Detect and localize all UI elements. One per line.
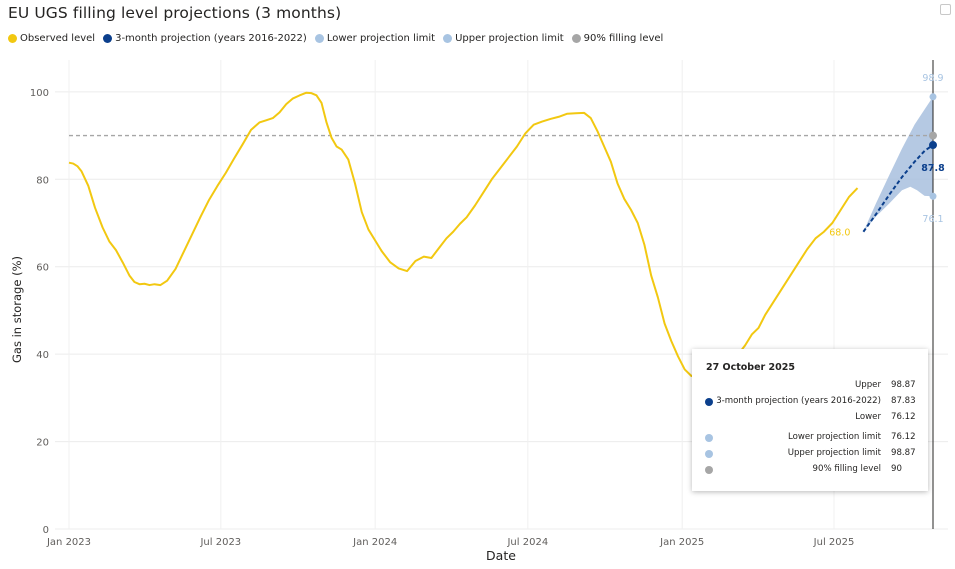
y-tick-label: 40: [36, 350, 49, 361]
tooltip-row: Upper projection limit 98.87: [692, 448, 928, 460]
legend-item[interactable]: 3-month projection (years 2016-2022): [103, 33, 307, 44]
tooltip-row: 3-month projection (years 2016-2022) 87.8…: [692, 396, 928, 408]
data-label: 87.8: [921, 163, 945, 174]
legend-item[interactable]: 90% filling level: [571, 33, 664, 44]
tooltip-label: Upper: [854, 380, 881, 390]
tooltip-value: 98.87: [891, 380, 916, 390]
tooltip-row: Lower projection limit 76.12: [692, 432, 928, 444]
x-axis-title: Date: [486, 548, 516, 563]
x-tick-label: Jan 2025: [659, 537, 704, 548]
tooltip-label: Lower: [855, 412, 881, 422]
tooltip-value: 76.12: [891, 412, 916, 422]
tooltip-label: Lower projection limit: [787, 432, 881, 442]
tooltip-marker-icon: [705, 434, 713, 442]
tooltip-row: Lower 76.12: [692, 412, 928, 424]
y-tick-label: 80: [36, 175, 49, 186]
tooltip-marker-icon: [705, 398, 713, 406]
tooltip-value: 98.87: [891, 448, 916, 458]
legend-label: 3-month projection (years 2016-2022): [115, 33, 307, 44]
y-tick-label: 0: [43, 525, 49, 536]
y-tick-label: 20: [36, 438, 49, 449]
tooltip-marker-icon: [705, 450, 713, 458]
legend-item[interactable]: Observed level: [8, 33, 95, 44]
data-label: 76.1: [922, 214, 943, 225]
y-tick-label: 60: [36, 263, 49, 274]
tooltip-value: 76.12: [891, 432, 916, 442]
legend-marker-icon: [443, 34, 453, 43]
y-tick-label: 100: [30, 88, 49, 99]
legend-label: Lower projection limit: [326, 33, 436, 44]
tooltip-row: Upper 98.87: [692, 380, 928, 392]
projection-line: [862, 144, 934, 233]
x-tick-label: Jan 2023: [46, 537, 91, 548]
chart-tooltip: 27 October 2025 Upper 98.87 3-month projec…: [692, 349, 928, 491]
tooltip-value: 87.83: [891, 396, 916, 406]
tooltip-label: 3-month projection (years 2016-2022): [716, 396, 881, 406]
chart-legend: Observed level 3-month projection (years …: [8, 33, 671, 44]
tooltip-marker-icon: [705, 466, 713, 474]
y-axis-title: Gas in storage (%): [10, 256, 24, 363]
data-label: 68.0: [829, 228, 850, 239]
x-tick-label: Jul 2025: [813, 537, 855, 548]
expand-icon[interactable]: [940, 4, 951, 15]
upper-end-point: [929, 93, 937, 101]
legend-marker-icon: [103, 34, 113, 43]
tooltip-value: 90: [891, 464, 902, 474]
legend-label: 90% filling level: [583, 33, 664, 44]
lower-end-point: [929, 192, 937, 200]
projection-band: [863, 96, 933, 232]
x-tick-label: Jul 2023: [199, 537, 241, 548]
tooltip-row: 90% filling level 90: [692, 464, 928, 476]
legend-item[interactable]: Lower projection limit: [314, 33, 436, 44]
x-tick-label: Jul 2024: [506, 537, 548, 548]
legend-marker-icon: [571, 34, 581, 43]
projection-end-point: [929, 141, 937, 150]
tooltip-label: 90% filling level: [812, 464, 881, 474]
target-end-point: [929, 131, 937, 140]
data-label: 98.9: [922, 73, 943, 84]
legend-marker-icon: [314, 34, 324, 43]
x-tick-label: Jan 2024: [352, 537, 397, 548]
legend-marker-icon: [8, 34, 17, 43]
legend-item[interactable]: Upper projection limit: [443, 33, 564, 44]
legend-label: Upper projection limit: [455, 33, 564, 44]
chart-title: EU UGS filling level projections (3 mont…: [8, 4, 342, 22]
legend-label: Observed level: [20, 33, 96, 44]
tooltip-date: 27 October 2025: [706, 362, 795, 373]
tooltip-label: Upper projection limit: [787, 448, 881, 458]
